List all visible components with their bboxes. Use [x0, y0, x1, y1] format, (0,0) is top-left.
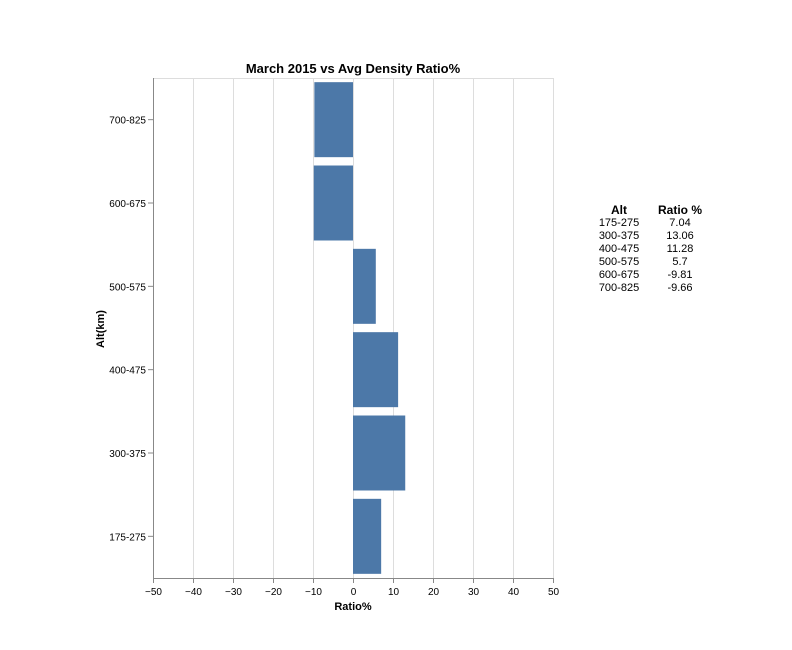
x-tick-label: 0 — [351, 587, 357, 598]
y-tick-label: 400-475 — [109, 366, 146, 377]
chart-title: March 2015 vs Avg Density Ratio% — [246, 61, 461, 76]
bar-500-575 — [353, 248, 376, 324]
table-row: 400-475 11.28 — [590, 243, 712, 256]
table-cell-alt: 700-825 — [598, 282, 640, 294]
table-header-ratio: Ratio % — [657, 203, 702, 217]
table-header-row: Alt Ratio % — [590, 204, 712, 217]
table-cell-ratio: -9.66 — [667, 282, 693, 294]
x-tick-label: 30 — [468, 587, 480, 598]
table-row: 300-375 13.06 — [590, 230, 712, 243]
y-tick-label: 700-825 — [109, 116, 146, 127]
table-cell-ratio: 7.04 — [669, 217, 691, 229]
grid-lines — [153, 78, 554, 578]
x-tick-label: −20 — [265, 587, 282, 598]
y-tick-label: 175-275 — [109, 532, 146, 543]
table-row: 600-675 -9.81 — [590, 269, 712, 282]
x-tick-label: −30 — [225, 587, 242, 598]
table-cell-ratio: 13.06 — [666, 230, 694, 242]
x-tick-label: 50 — [548, 587, 560, 598]
bar-300-375 — [353, 415, 406, 491]
bar-175-275 — [353, 498, 382, 574]
x-tick-label: −40 — [185, 587, 202, 598]
table-cell-alt: 175-275 — [598, 217, 640, 229]
x-tick-label: 20 — [428, 587, 440, 598]
axes: 700-825 600-675 500-575 400-475 300-375 175-2… — [109, 78, 559, 598]
bars — [313, 82, 406, 574]
table-cell-alt: 400-475 — [598, 243, 640, 255]
ratio-table: Alt Ratio % 175-275 7.04 300-375 13.06 4… — [590, 204, 712, 295]
bar-700-825 — [314, 82, 353, 158]
x-axis-title: Ratio% — [334, 601, 372, 613]
y-tick-label: 600-675 — [109, 199, 146, 210]
x-tick-label: −10 — [305, 587, 322, 598]
bar-400-475 — [353, 332, 399, 408]
bar-600-675 — [313, 165, 353, 241]
table-cell-alt: 500-575 — [598, 256, 640, 268]
table-cell-ratio: 11.28 — [666, 243, 694, 255]
x-tick-label: 10 — [388, 587, 400, 598]
data-table: Alt Ratio % 175-275 7.04 300-375 13.06 4… — [590, 204, 710, 295]
table-cell-alt: 600-675 — [598, 269, 640, 281]
table-row: 175-275 7.04 — [590, 217, 712, 230]
table-cell-ratio: 5.7 — [672, 256, 688, 268]
y-tick-label: 300-375 — [109, 449, 146, 460]
x-tick-label: −50 — [145, 587, 162, 598]
table-row: 500-575 5.7 — [590, 256, 712, 269]
y-tick-label: 500-575 — [109, 282, 146, 293]
x-tick-label: 40 — [508, 587, 520, 598]
table-row: 700-825 -9.66 — [590, 282, 712, 295]
y-axis-title: Alt(km) — [95, 310, 107, 348]
table-header-alt: Alt — [611, 203, 627, 217]
table-cell-ratio: -9.81 — [667, 269, 693, 281]
table-cell-alt: 300-375 — [598, 230, 640, 242]
